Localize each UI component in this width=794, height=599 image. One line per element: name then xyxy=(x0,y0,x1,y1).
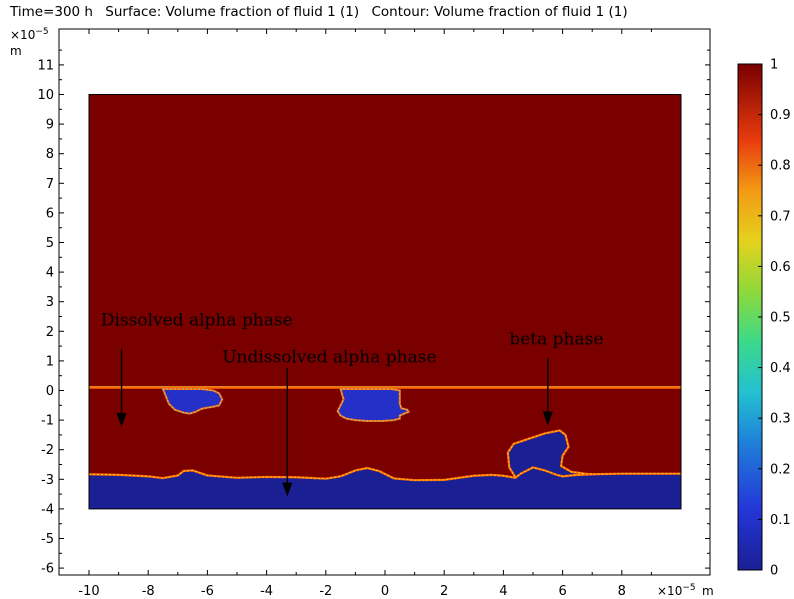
annotation-arrow-head xyxy=(542,411,553,426)
y-tick-label: 6 xyxy=(46,206,54,221)
colorbar-tick-label: 0 xyxy=(770,564,778,579)
fluid1-region xyxy=(89,94,681,509)
y-tick-label: -2 xyxy=(41,443,54,458)
colorbar-tick-label: 0.3 xyxy=(770,412,791,427)
colorbar-tick-label: 0.9 xyxy=(770,108,791,123)
y-tick-label: 0 xyxy=(46,384,54,399)
colorbar-tick-label: 0.4 xyxy=(770,361,791,376)
annotation-arrow-head xyxy=(282,482,293,497)
y-tick-label: -1 xyxy=(41,414,54,429)
volume-fraction-field xyxy=(88,94,682,510)
x-tick-label: -6 xyxy=(201,584,214,599)
time-label: Time=300 h xyxy=(9,4,93,20)
y-tick-label: 11 xyxy=(37,58,54,73)
colorbar-tick-label: 0.2 xyxy=(770,462,791,477)
alpha-pocket-undissolved xyxy=(336,388,411,422)
y-tick-label: 1 xyxy=(46,354,54,369)
x-tick-label: 8 xyxy=(618,584,626,599)
y-tick-label: -3 xyxy=(41,473,54,488)
annotation-label: Dissolved alpha phase xyxy=(101,310,293,330)
y-tick-label: 10 xyxy=(37,88,54,103)
alpha-pocket-undissolved-dots xyxy=(337,388,410,422)
y-tick-label: -6 xyxy=(41,562,54,577)
y-tick-label: 5 xyxy=(46,236,54,251)
colorbar-tick-label: 0.7 xyxy=(770,209,791,224)
colorbar-tick-label: 0.6 xyxy=(770,260,791,275)
colorbar-tick-label: 1 xyxy=(770,58,778,73)
y-tick-label: -5 xyxy=(41,532,54,547)
x-tick-label: -10 xyxy=(78,584,99,599)
colorbar-tick-label: 0.8 xyxy=(770,159,791,174)
alpha-pocket-dissolved-dots xyxy=(162,388,223,414)
x-tick-label: -2 xyxy=(319,584,332,599)
y-tick-label: 4 xyxy=(46,266,54,281)
y-tick-label: 7 xyxy=(46,177,54,192)
y-tick-label: 8 xyxy=(46,147,54,162)
beta-phase-region xyxy=(507,430,593,486)
x-axis-exponent: ×10−5 xyxy=(657,583,696,598)
x-tick-label: 4 xyxy=(499,584,507,599)
y-axis-exponent: ×10−5 xyxy=(10,27,49,42)
beta-phase-dots xyxy=(507,430,593,478)
x-tick-label: 0 xyxy=(381,584,389,599)
chart-title: Time=300 h Surface: Volume fraction of f… xyxy=(9,4,628,20)
x-tick-label: 2 xyxy=(440,584,448,599)
y-axis-unit: m xyxy=(10,44,22,58)
x-tick-label: 6 xyxy=(558,584,566,599)
annotation-arrow-head xyxy=(116,413,127,428)
y-tick-label: -4 xyxy=(41,502,54,517)
x-tick-label: -4 xyxy=(260,584,273,599)
surface-label: Surface: Volume fraction of fluid 1 (1) xyxy=(105,4,359,20)
x-axis-unit: m xyxy=(702,584,714,598)
x-tick-label: -8 xyxy=(142,584,155,599)
contour-label: Contour: Volume fraction of fluid 1 (1) xyxy=(371,4,627,20)
y-tick-label: 3 xyxy=(46,295,54,310)
domain-border xyxy=(88,94,682,510)
colorbar-tick-label: 0.5 xyxy=(770,311,791,326)
colorbar-ticks: 1 0.9 0.8 0.7 0.6 0.5 0.4 0.3 0.2 0.1 0 xyxy=(758,58,791,579)
annotation-label: beta phase xyxy=(509,330,603,350)
y-tick-label: 2 xyxy=(46,325,54,340)
bottom-interface-contour xyxy=(88,466,681,482)
y-tick-label: 9 xyxy=(46,118,54,133)
colorbar-tick-label: 0.1 xyxy=(770,513,791,528)
annotation-label: Undissolved alpha phase xyxy=(222,347,436,367)
annotations: Dissolved alpha phase Undissolved alpha p… xyxy=(101,310,603,497)
